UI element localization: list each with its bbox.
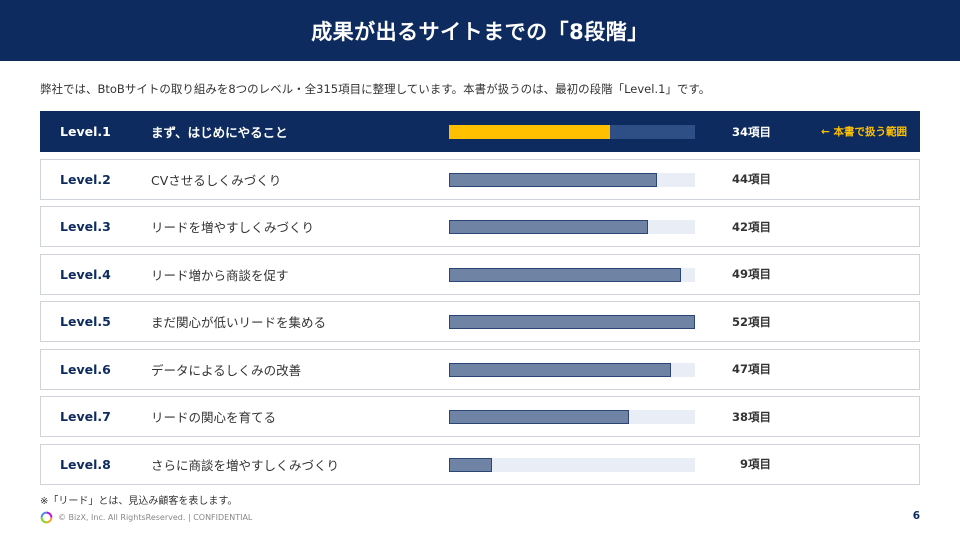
progress-track	[449, 315, 695, 329]
progress-track	[449, 267, 695, 282]
level-row: Level.6 データによるしくみの改善 47項目	[40, 348, 920, 390]
slide-header: 成果が出るサイトまでの「8段階」	[0, 0, 960, 61]
ring-logo-icon	[40, 511, 53, 523]
progress-bar	[449, 125, 610, 139]
progress-bar	[449, 457, 492, 472]
progress-track	[449, 410, 695, 424]
page-number: 6	[912, 510, 920, 522]
progress-bar	[449, 315, 695, 329]
level-title: まず、はじめにやること	[151, 125, 288, 140]
level-row: Level.8 さらに商談を増やすしくみづくり 9項目	[40, 443, 920, 485]
item-count: 9項目	[739, 457, 771, 471]
progress-track	[449, 172, 695, 187]
progress-bar	[449, 267, 681, 282]
item-count: 42項目	[731, 219, 771, 234]
progress-bar	[449, 172, 658, 187]
level-row: Level.5 まだ関心が低いリードを集める 52項目	[40, 301, 920, 342]
progress-track	[449, 362, 695, 377]
level-title: リードの関心を育てる	[151, 410, 277, 425]
item-count: 49項目	[731, 267, 771, 281]
level-row: Level.7 リードの関心を育てる 38項目	[40, 396, 920, 437]
progress-track	[449, 125, 695, 139]
item-count: 34項目	[731, 124, 771, 139]
footnote: ※「リード」とは、見込み顧客を表します。	[40, 496, 238, 507]
intro-text: 弊社では、BtoBサイトの取り組みを8つのレベル・全315項目に整理しています。…	[40, 82, 711, 96]
progress-track	[449, 220, 695, 234]
level-label: Level.5	[60, 314, 111, 329]
level-title: まだ関心が低いリードを集める	[151, 315, 327, 330]
level-row: Level.1 まず、はじめにやること 34項目 ← 本書で扱う範囲	[40, 111, 920, 152]
footer: © BizX, Inc. All RightsReserved. | CONFI…	[40, 510, 252, 524]
level-label: Level.8	[60, 456, 111, 472]
level-label: Level.7	[60, 409, 111, 424]
progress-track	[449, 457, 695, 472]
item-count: 44項目	[731, 172, 771, 186]
slide-title: 成果が出るサイトまでの「8段階」	[311, 19, 649, 44]
level-title: リードを増やすしくみづくり	[151, 220, 315, 235]
item-count: 52項目	[731, 314, 771, 329]
level-title: CVさせるしくみづくり	[151, 172, 282, 188]
level-title: リード増から商談を促す	[151, 267, 289, 283]
level-row: Level.4 リード増から商談を促す 49項目	[40, 253, 920, 295]
level-label: Level.4	[60, 266, 111, 282]
level-title: データによるしくみの改善	[151, 362, 302, 378]
progress-bar	[449, 220, 648, 234]
item-count: 38項目	[731, 409, 771, 424]
scope-note: ← 本書で扱う範囲	[821, 126, 907, 138]
level-row: Level.2 CVさせるしくみづくり 44項目	[40, 158, 920, 200]
level-label: Level.6	[60, 361, 111, 377]
levels-list: Level.1 まず、はじめにやること 34項目 ← 本書で扱う範囲 Level.2 CV…	[40, 111, 920, 491]
progress-bar	[449, 410, 629, 424]
level-row: Level.3 リードを増やすしくみづくり 42項目	[40, 206, 920, 247]
level-title: さらに商談を増やすしくみづくり	[151, 457, 340, 473]
progress-bar	[449, 362, 672, 377]
item-count: 47項目	[731, 362, 771, 376]
level-label: Level.3	[60, 219, 111, 234]
level-label: Level.2	[60, 171, 111, 187]
level-label: Level.1	[60, 124, 111, 139]
copyright-text: © BizX, Inc. All RightsReserved. | CONFI…	[58, 512, 253, 522]
